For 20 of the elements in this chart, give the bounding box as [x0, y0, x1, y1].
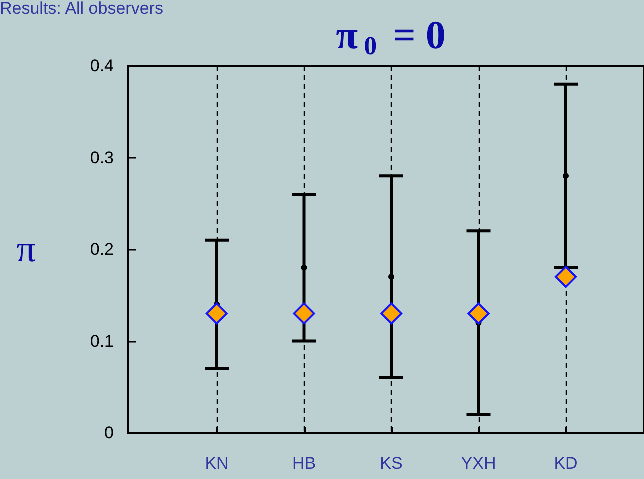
y-tick-label: 0.4 — [90, 56, 114, 76]
text: Results: All observers — [0, 0, 164, 18]
x-tick-label: KS — [380, 454, 403, 473]
point — [468, 302, 490, 325]
point — [388, 274, 394, 280]
point — [555, 266, 577, 288]
point — [563, 173, 569, 180]
point — [293, 302, 316, 325]
y-axis-title: π — [16, 228, 36, 270]
y-tick-label: 0 — [104, 424, 114, 442]
y-tick-label: 0.3 — [90, 148, 114, 168]
point — [380, 302, 402, 325]
x-tick-label: KN — [205, 454, 229, 473]
x-tick-label: YXH — [461, 454, 496, 473]
y-tick-label: 0.2 — [90, 240, 114, 259]
point — [301, 264, 308, 271]
x-tick-label: KD — [554, 454, 578, 473]
point — [206, 302, 228, 325]
y-tick-label: 0.1 — [90, 332, 114, 351]
x-tick-label: HB — [292, 454, 316, 473]
